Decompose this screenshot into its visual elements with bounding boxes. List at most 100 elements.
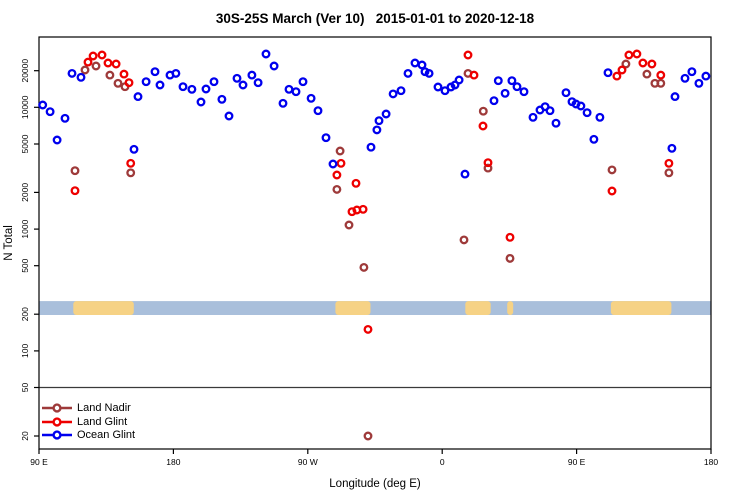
y-tick-label: 1000 [20,219,30,238]
data-point [483,158,493,168]
data-point [612,71,622,81]
data-point [469,70,479,80]
data-point [664,168,674,178]
data-point [67,68,77,78]
data-point [80,65,90,75]
x-tick-label: 180 [704,457,718,467]
data-point [667,143,677,153]
data-point [332,170,342,180]
y-tick-label: 500 [20,258,30,272]
data-point [351,178,361,188]
data-point [505,253,515,263]
data-point [374,116,384,126]
data-point [332,184,342,194]
data-point [76,72,86,82]
data-point [582,108,592,118]
data-point [638,58,648,68]
data-point [141,77,151,87]
data-point [269,61,279,71]
legend: Land Nadir Land Glint Ocean Glint [41,401,135,442]
chart-title: 30S-25S March (Ver 10) 2015-01-01 to 202… [216,11,535,26]
data-point [478,121,488,131]
data-point [91,61,101,71]
data-point [306,93,316,103]
data-point [187,84,197,94]
data-point [119,69,129,79]
data-point [344,220,354,230]
data-point [512,82,522,92]
data-point [388,89,398,99]
data-point [328,159,338,169]
data-point [459,235,469,245]
data-point [178,82,188,92]
data-point [403,68,413,78]
y-tick-label: 5000 [20,134,30,153]
data-point [624,50,634,60]
y-tick-label: 50 [20,383,30,393]
series-land-nadir-points [70,59,674,441]
y-tick-label: 20 [20,431,30,441]
data-point [298,77,308,87]
data-point [687,67,697,77]
data-point [70,166,80,176]
data-point [621,59,631,69]
data-point [505,232,515,242]
legend-item-ocean-glint: Ocean Glint [41,429,135,443]
y-tick-label: 20000 [20,59,30,83]
land-nadir-marker-icon [41,402,73,414]
data-point [366,142,376,152]
data-point [424,68,434,78]
data-point [45,107,55,117]
data-point [396,86,406,96]
data-point [224,111,234,121]
data-point [60,113,70,123]
data-point [105,70,115,80]
data-point [507,76,517,86]
map-band-land [610,301,672,315]
data-point [126,158,136,168]
y-tick-label: 100 [20,344,30,358]
data-point [113,78,123,88]
data-point [694,78,704,88]
data-point [589,134,599,144]
data-point [519,87,529,97]
data-point [111,59,121,69]
data-point [617,65,627,75]
data-point [551,118,561,128]
y-tick-label: 2000 [20,183,30,202]
map-band-land [507,301,514,315]
data-point [133,92,143,102]
data-point [209,77,219,87]
map-band-ocean [39,301,711,315]
map-band-land [465,301,491,315]
data-point [528,112,538,122]
data-point [171,68,181,78]
data-point [363,324,373,334]
data-point [336,158,346,168]
data-point [155,80,165,90]
data-point [313,106,323,116]
data-point [321,133,331,143]
data-point [500,88,510,98]
data-point [460,169,470,179]
data-point [603,68,613,78]
data-point [196,97,206,107]
data-point [124,78,134,88]
data-point [372,125,382,135]
data-point [70,186,80,196]
map-band-land [335,301,371,315]
x-tick-label: 180 [166,457,180,467]
x-axis-label: Longitude (deg E) [329,478,421,490]
y-axis-label: N Total [3,225,15,261]
x-tick-label: 90 W [298,457,318,467]
data-point [238,80,248,90]
series-ocean-glint-points [38,49,711,179]
legend-label: Land Glint [77,415,128,428]
data-point [664,158,674,168]
data-point [545,106,555,116]
data-point [576,101,586,111]
data-point [88,51,98,61]
data-point [647,59,657,69]
